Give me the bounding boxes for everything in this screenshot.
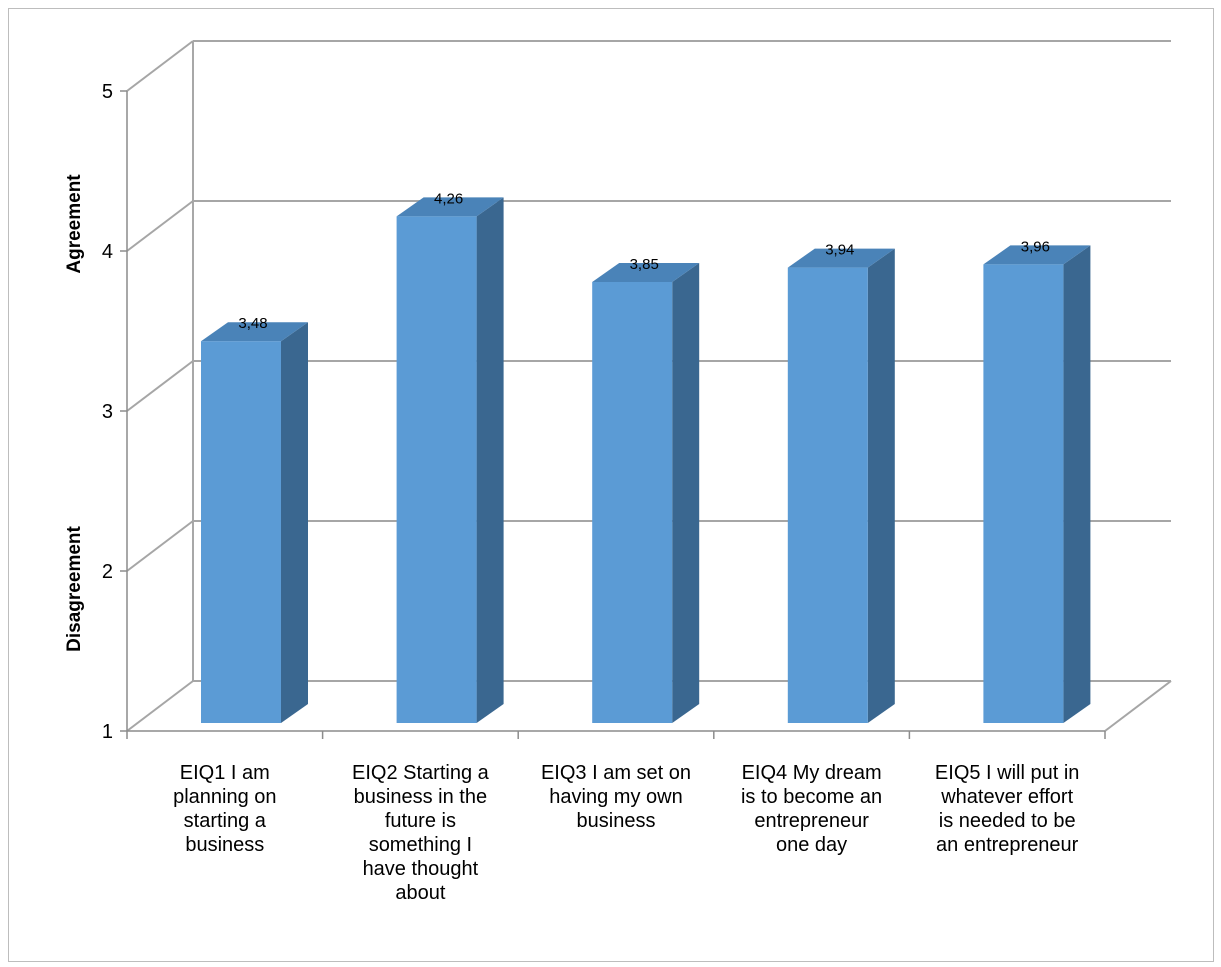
y-tick-label-2: 2	[102, 561, 113, 583]
gridline-side-4	[126, 200, 194, 252]
bar-side-3	[672, 263, 700, 723]
category-label-line: an entrepreneur	[936, 834, 1079, 856]
category-label-line: one day	[776, 834, 848, 856]
category-label-5: EIQ5 I will put in whatever effort is need…	[909, 761, 1105, 857]
category-label-3: EIQ3 I am set on having my own business	[518, 761, 714, 833]
bar-front-3	[592, 282, 673, 723]
category-label-line: EIQ5 I will put in	[934, 762, 1080, 784]
category-label-line: EIQ3 I am set on	[540, 762, 692, 784]
y-tick-label-1: 1	[102, 721, 113, 743]
bar-top-3	[592, 263, 700, 282]
bar-front-5	[983, 264, 1064, 723]
bars	[201, 197, 1091, 723]
y-tick-label-3: 3	[102, 401, 113, 423]
category-label-line: EIQ1 I am	[179, 762, 270, 784]
gridline-side-2	[126, 520, 194, 572]
value-label-4: 3,94	[825, 242, 854, 259]
category-label-line: EIQ2 Starting a	[352, 762, 489, 784]
bar-4	[787, 248, 895, 723]
chart-frame: 1 2 3 4 5 3,48 4,26 3,85 3,94 3,96 Agreement Dis…	[8, 8, 1214, 962]
gridline-side-3	[126, 360, 194, 412]
category-label-line: planning on	[173, 786, 277, 808]
bar-chart: 1 2 3 4 5 3,48 4,26 3,85 3,94 3,96 Agreement Dis…	[64, 40, 1172, 743]
bar-top-2	[396, 197, 504, 217]
category-label-line: whatever effort	[941, 786, 1074, 808]
y-annotation-disagreement: Disagreement	[64, 526, 85, 652]
value-label-2: 4,26	[434, 190, 463, 207]
value-label-3: 3,85	[630, 256, 659, 273]
category-label-2: EIQ2 Starting a business in the future is s…	[322, 761, 518, 905]
category-label-1: EIQ1 I am planning on starting a business	[127, 761, 323, 857]
value-labels: 3,48 4,26 3,85 3,94 3,96	[238, 190, 1050, 332]
floor-right-edge	[1104, 680, 1172, 732]
category-label-4: EIQ4 My dream is to become an entrepreneur…	[714, 761, 910, 857]
bar-3	[592, 263, 700, 723]
category-label-line: starting a	[183, 810, 266, 832]
category-label-line: entrepreneur	[754, 810, 869, 832]
value-label-5: 3,96	[1021, 238, 1050, 255]
category-label-line: business	[576, 810, 656, 832]
category-label-line: EIQ4 My dream	[741, 762, 882, 784]
category-label-line: future is	[384, 810, 456, 832]
category-label-line: have thought	[362, 858, 479, 880]
y-annotation-agreement: Agreement	[64, 174, 85, 274]
category-label-line: about	[395, 882, 446, 904]
bar-top-1	[201, 322, 308, 342]
gridline-side-5	[126, 40, 194, 92]
bar-side-1	[281, 322, 308, 723]
category-label-line: business in the	[353, 786, 488, 808]
y-tick-label-4: 4	[102, 241, 113, 263]
bar-front-1	[201, 341, 281, 723]
bar-1	[201, 322, 308, 723]
bar-2	[396, 197, 504, 723]
category-label-line: something I	[368, 834, 473, 856]
category-label-line: business	[185, 834, 265, 856]
bar-side-4	[867, 248, 895, 723]
gridline-side-1	[126, 680, 194, 732]
y-tick-label-5: 5	[102, 81, 113, 103]
bar-front-4	[787, 267, 868, 723]
bar-side-2	[476, 197, 504, 723]
bar-side-5	[1063, 245, 1091, 723]
bar-5	[983, 245, 1091, 723]
category-label-line: is to become an	[740, 786, 883, 808]
value-label-1: 3,48	[238, 315, 267, 332]
category-label-line: having my own	[549, 786, 683, 808]
bar-top-4	[787, 248, 895, 268]
bar-front-2	[396, 216, 477, 723]
axes: 1 2 3 4 5	[102, 81, 1172, 743]
category-label-line: is needed to be	[938, 810, 1076, 832]
bar-top-5	[983, 245, 1091, 265]
